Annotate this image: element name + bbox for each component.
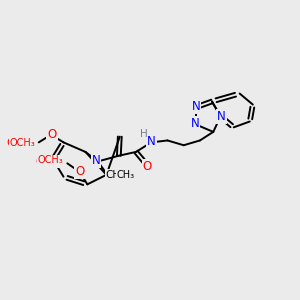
Text: H: H xyxy=(140,129,148,139)
Text: O: O xyxy=(75,165,84,178)
Text: N: N xyxy=(217,110,226,123)
Text: CH₃: CH₃ xyxy=(105,170,124,180)
Text: N: N xyxy=(92,154,100,167)
Text: OCH₃: OCH₃ xyxy=(38,155,64,166)
Text: O: O xyxy=(47,128,57,141)
Text: N: N xyxy=(147,135,156,148)
Text: N: N xyxy=(190,117,199,130)
Text: O: O xyxy=(143,160,152,173)
Text: O: O xyxy=(143,160,152,173)
Text: N: N xyxy=(191,100,200,113)
Text: CH₃: CH₃ xyxy=(117,170,135,180)
Text: N: N xyxy=(147,135,156,148)
Text: N: N xyxy=(92,154,100,167)
Text: N: N xyxy=(191,100,200,113)
Text: OCH₃: OCH₃ xyxy=(6,138,34,148)
Text: O: O xyxy=(75,165,84,178)
Text: N: N xyxy=(190,117,199,130)
Text: O: O xyxy=(47,128,57,141)
Text: OCH₃: OCH₃ xyxy=(9,138,35,148)
Text: OCH₃: OCH₃ xyxy=(35,158,63,167)
Text: N: N xyxy=(217,110,226,123)
Text: H: H xyxy=(140,129,148,139)
